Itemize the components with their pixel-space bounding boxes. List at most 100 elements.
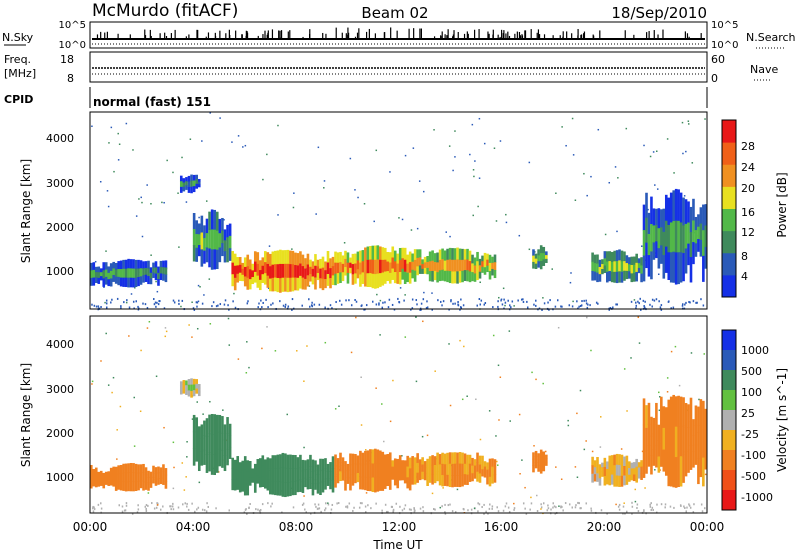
power-cell [458, 248, 462, 261]
velocity-ground-scatter [155, 506, 158, 509]
velocity-cell [625, 465, 629, 476]
power-cell [618, 249, 621, 261]
velocity-colorbar-segment [722, 390, 736, 411]
power-cell [481, 255, 484, 262]
power-cell [208, 211, 211, 231]
velocity-speck [116, 429, 118, 431]
velocity-cell [238, 482, 242, 493]
velocity-ground-scatter [636, 503, 639, 506]
power-cell [660, 209, 663, 228]
power-cell [99, 268, 103, 273]
power-cell [539, 245, 543, 254]
power-cell [336, 273, 340, 284]
power-cell [112, 274, 115, 282]
power-cell [228, 223, 232, 237]
power-speck [308, 285, 311, 287]
power-cell [341, 272, 345, 282]
velocity-ground-scatter [118, 504, 121, 507]
velocity-cell [458, 451, 462, 464]
velocity-cell [473, 465, 477, 473]
velocity-cell [253, 482, 257, 493]
velocity-cell [637, 462, 641, 468]
velocity-speck [703, 353, 706, 355]
velocity-ground-scatter [496, 506, 498, 509]
velocity-cell [376, 477, 380, 492]
velocity-speck [535, 378, 537, 381]
power-ground-scatter [420, 302, 423, 305]
velocity-ground-scatter [692, 511, 695, 514]
velocity-speck [448, 343, 450, 345]
power-cell [107, 266, 111, 274]
velocity-speck [670, 350, 673, 353]
power-speck [410, 229, 413, 231]
velocity-cell [684, 427, 688, 453]
velocity-cell [226, 448, 229, 466]
power-cell [423, 267, 427, 274]
power-cell [248, 279, 252, 290]
velocity-cell [218, 414, 222, 433]
power-ground-scatter [128, 306, 131, 309]
nave-tick-top: 60 [711, 53, 725, 66]
velocity-cell [398, 463, 402, 473]
power-cell [223, 251, 227, 263]
velocity-cell [286, 482, 290, 497]
velocity-speck [620, 448, 623, 450]
velocity-ground-scatter [184, 502, 187, 505]
velocity-speck [246, 341, 248, 343]
velocity-cell [341, 457, 345, 466]
power-speck [683, 195, 686, 197]
velocity-cell [238, 462, 242, 473]
velocity-speck [116, 458, 118, 460]
velocity-cell [231, 457, 234, 469]
noise-panel-frame [89, 21, 708, 49]
power-cell [356, 260, 360, 270]
velocity-speck [434, 370, 436, 372]
velocity-colorbar-segment [722, 470, 736, 491]
velocity-cell [279, 454, 282, 469]
power-cb-label: Power [dB] [775, 172, 789, 237]
velocity-cell [426, 458, 429, 469]
power-cell [702, 204, 705, 231]
velocity-cell [620, 475, 624, 487]
velocity-ground-scatter [650, 508, 653, 511]
velocity-ground-scatter [444, 512, 447, 515]
power-cell [606, 251, 609, 262]
velocity-speck [540, 508, 542, 510]
velocity-cell [403, 467, 407, 476]
velocity-ground-scatter [359, 502, 362, 505]
velocity-cell [694, 405, 698, 426]
power-ground-scatter [157, 303, 160, 306]
velocity-ground-scatter [617, 505, 620, 508]
power-cell [185, 181, 188, 186]
velocity-cell [185, 380, 188, 386]
velocity-cell [426, 467, 429, 478]
power-cell [428, 251, 432, 262]
power-cell [374, 259, 377, 275]
velocity-cell [471, 473, 474, 482]
velocity-ground-scatter [637, 510, 640, 513]
power-cell [401, 247, 405, 259]
velocity-cell [483, 466, 487, 473]
power-ground-scatter [318, 303, 321, 306]
velocity-ground-scatter [320, 510, 322, 513]
power-cell [190, 180, 193, 188]
power-cell [403, 271, 407, 284]
velocity-ground-scatter [433, 508, 435, 511]
velocity-speck [296, 350, 298, 352]
velocity-cell [316, 464, 320, 475]
power-ground-scatter [692, 300, 695, 303]
velocity-cell [241, 470, 245, 482]
velocity-cell [393, 476, 397, 486]
velocity-speck [140, 349, 142, 352]
velocity-cell [311, 483, 315, 496]
velocity-ground-scatter [585, 502, 588, 505]
velocity-cell [159, 478, 163, 485]
power-speck [161, 201, 163, 204]
velocity-ground-scatter [364, 511, 367, 514]
power-ground-scatter [138, 307, 140, 310]
power-cell [687, 201, 690, 223]
velocity-cell [354, 454, 357, 464]
power-ground-scatter [154, 301, 157, 304]
power-cell [491, 256, 494, 264]
power-cell [164, 267, 168, 275]
